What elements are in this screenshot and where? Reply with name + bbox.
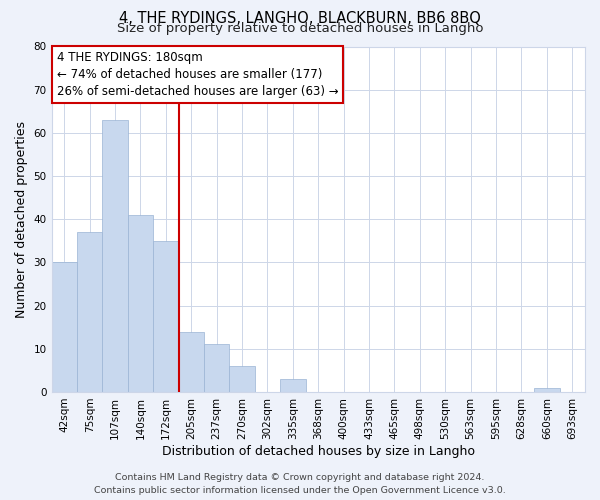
Bar	[77, 232, 103, 392]
Bar	[128, 215, 153, 392]
Bar	[153, 241, 179, 392]
Bar	[229, 366, 255, 392]
Text: 4 THE RYDINGS: 180sqm
← 74% of detached houses are smaller (177)
26% of semi-det: 4 THE RYDINGS: 180sqm ← 74% of detached …	[56, 51, 338, 98]
Bar	[280, 379, 305, 392]
Bar	[103, 120, 128, 392]
Bar	[204, 344, 229, 392]
Y-axis label: Number of detached properties: Number of detached properties	[15, 120, 28, 318]
Bar	[179, 332, 204, 392]
X-axis label: Distribution of detached houses by size in Langho: Distribution of detached houses by size …	[162, 444, 475, 458]
Text: Size of property relative to detached houses in Langho: Size of property relative to detached ho…	[117, 22, 483, 35]
Bar	[52, 262, 77, 392]
Text: 4, THE RYDINGS, LANGHO, BLACKBURN, BB6 8BQ: 4, THE RYDINGS, LANGHO, BLACKBURN, BB6 8…	[119, 11, 481, 26]
Text: Contains HM Land Registry data © Crown copyright and database right 2024.
Contai: Contains HM Land Registry data © Crown c…	[94, 474, 506, 495]
Bar	[534, 388, 560, 392]
